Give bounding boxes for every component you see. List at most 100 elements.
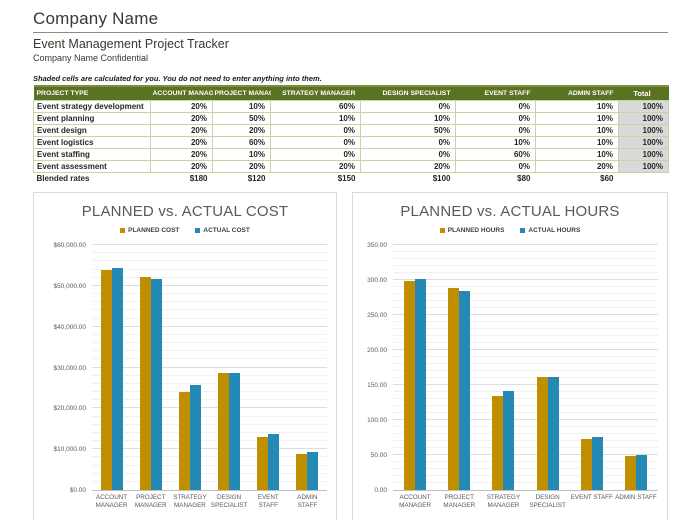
value-cell[interactable]: 0% — [270, 136, 361, 149]
value-cell[interactable]: 60% — [270, 100, 361, 113]
gridline — [92, 366, 327, 368]
gridline — [393, 391, 658, 392]
page-title: Event Management Project Tracker — [33, 37, 229, 51]
gridline — [393, 447, 658, 448]
value-cell[interactable]: 0% — [270, 124, 361, 137]
value-cell[interactable]: 50% — [360, 124, 456, 137]
value-cell[interactable]: 20% — [150, 124, 213, 137]
y-axis: $60,000.00 $50,000.00 $40,000.00 $30,000.00… — [34, 242, 92, 495]
x-category-label: STRATEGY MANAGER — [486, 494, 521, 510]
x-category-label: EVENT STAFF — [570, 494, 613, 501]
value-cell[interactable]: 10% — [535, 100, 619, 113]
value-cell[interactable]: $80 — [455, 172, 536, 184]
value-cell[interactable]: 0% — [455, 124, 536, 137]
gridline — [393, 272, 658, 273]
value-cell[interactable]: $60 — [535, 172, 619, 184]
value-cell[interactable]: 0% — [455, 100, 536, 113]
y-tick-label: $30,000.00 — [53, 364, 86, 372]
gridline — [92, 309, 327, 311]
value-cell[interactable]: 20% — [360, 160, 456, 173]
value-cell[interactable]: 20% — [150, 136, 213, 149]
value-cell[interactable]: 10% — [535, 136, 619, 149]
gridline — [393, 475, 658, 476]
value-cell[interactable]: $100 — [360, 172, 456, 184]
col-header: ADMIN STAFF — [535, 85, 619, 101]
gridline — [393, 342, 658, 343]
gridline — [393, 335, 658, 336]
value-cell[interactable]: 50% — [212, 112, 271, 125]
legend-label: ACTUAL HOURS — [528, 227, 581, 234]
gridline — [92, 464, 327, 466]
value-cell[interactable]: 10% — [535, 148, 619, 161]
value-cell[interactable]: 10% — [212, 148, 271, 161]
gridline — [92, 293, 327, 294]
gridline — [92, 284, 327, 286]
y-tick-label: $0.00 — [69, 487, 86, 495]
value-cell[interactable]: 20% — [150, 100, 213, 113]
y-tick-label: $60,000.00 — [53, 242, 86, 250]
value-cell[interactable]: 0% — [455, 160, 536, 173]
value-cell[interactable]: 60% — [455, 148, 536, 161]
row-label-cell[interactable]: Event strategy development — [33, 100, 151, 113]
chart-title: PLANNED vs. ACTUAL COST — [81, 203, 289, 220]
value-cell[interactable]: 10% — [455, 136, 536, 149]
value-cell[interactable]: $150 — [270, 172, 361, 184]
row-label-cell[interactable]: Blended rates — [33, 172, 151, 184]
row-label-cell[interactable]: Event planning — [33, 112, 151, 125]
bar-group — [526, 246, 570, 490]
value-cell[interactable]: 20% — [212, 160, 271, 173]
y-tick-label: 50.00 — [370, 452, 387, 460]
x-category-label: STRATEGY MANAGER — [173, 494, 207, 510]
planned-vs-actual-hours-chart: PLANNED vs. ACTUAL HOURS PLANNED HOURS AC… — [352, 192, 668, 520]
y-tick-label: 150.00 — [367, 382, 387, 390]
actual-bar — [591, 436, 603, 490]
x-category-label: DESIGN SPECIALIST — [529, 494, 566, 510]
value-cell[interactable]: 20% — [150, 148, 213, 161]
row-label-cell[interactable]: Event staffing — [33, 148, 151, 161]
gridline — [92, 423, 327, 425]
value-cell[interactable]: 0% — [455, 112, 536, 125]
total-cell: 100% — [618, 100, 669, 113]
value-cell[interactable]: 10% — [535, 112, 619, 125]
row-label-cell[interactable]: Event design — [33, 124, 151, 137]
gridline — [92, 276, 327, 278]
gridline — [92, 480, 327, 482]
row-label-cell[interactable]: Event assessment — [33, 160, 151, 173]
gridline — [393, 377, 658, 378]
x-category-label: ADMIN STAFF — [615, 494, 657, 501]
value-cell[interactable]: 0% — [360, 100, 456, 113]
gridline — [393, 307, 658, 308]
value-cell[interactable]: 20% — [535, 160, 619, 173]
value-cell[interactable]: 20% — [150, 160, 213, 173]
value-cell[interactable]: 60% — [212, 136, 271, 149]
actual-bar — [459, 290, 471, 490]
value-cell[interactable]: 10% — [360, 112, 456, 125]
value-cell[interactable]: $180 — [150, 172, 213, 184]
value-cell[interactable]: 0% — [270, 148, 361, 161]
value-cell[interactable]: 10% — [212, 100, 271, 113]
y-tick-label: 250.00 — [367, 312, 387, 320]
gridline — [393, 279, 658, 280]
planned-bar — [257, 436, 269, 490]
table-row: Event planning 20% 50% 10% 10% 0% 10% 100% — [33, 112, 669, 125]
value-cell[interactable]: 20% — [150, 112, 213, 125]
bar-group — [570, 246, 614, 490]
x-category-label: PROJECT MANAGER — [134, 494, 167, 510]
gridline — [393, 293, 658, 294]
value-cell[interactable]: 20% — [270, 160, 361, 173]
table-row: Event strategy development 20% 10% 60% 0% 0% 1… — [33, 100, 669, 113]
value-cell[interactable]: 0% — [360, 148, 456, 161]
x-category-label: DESIGN SPECIALIST — [210, 494, 248, 510]
value-cell[interactable]: 20% — [212, 124, 271, 137]
value-cell[interactable]: $120 — [212, 172, 271, 184]
value-cell[interactable]: 10% — [270, 112, 361, 125]
value-cell[interactable]: 10% — [535, 124, 619, 137]
value-cell[interactable]: 0% — [360, 136, 456, 149]
col-header: DESIGN SPECIALIST — [360, 85, 456, 101]
gridline — [92, 431, 327, 433]
gridline — [393, 356, 658, 357]
header-block: Company Name Event Management Project Tr… — [33, 9, 668, 63]
gridline — [393, 398, 658, 399]
row-label-cell[interactable]: Event logistics — [33, 136, 151, 149]
